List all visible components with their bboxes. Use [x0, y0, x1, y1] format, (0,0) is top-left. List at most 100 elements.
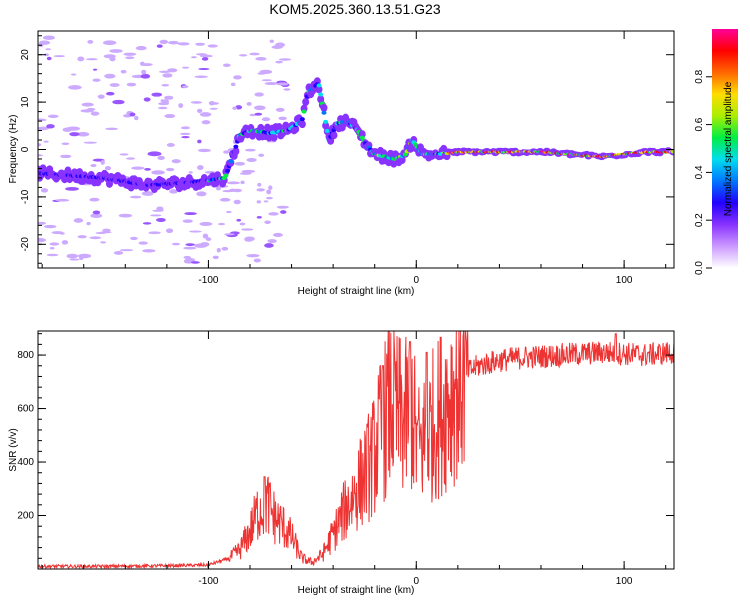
spectrogram-noise-patch	[134, 115, 139, 121]
snr-y-tick-label: 400	[17, 457, 34, 468]
spectrogram-noise-patch	[278, 116, 288, 121]
spectrogram-ridge-halo	[298, 120, 306, 129]
spectrogram-noise-patch	[249, 113, 257, 117]
spectrogram-noise-patch	[148, 231, 161, 235]
spectrogram-noise-patch	[164, 95, 174, 100]
spectrogram-noise-patch	[129, 195, 142, 199]
spectrogram-noise-patch	[241, 169, 256, 174]
spectrogram-noise-patch	[244, 148, 256, 152]
spectrogram-noise-patch	[65, 186, 79, 191]
spectrogram-noise-patch	[272, 232, 283, 238]
snr-x-tick-label: 0	[413, 576, 419, 587]
spectrogram-noise-patch	[104, 73, 116, 79]
spectrogram-noise-patch	[119, 153, 129, 156]
spectrogram-noise-patch	[103, 54, 116, 59]
spectrogram-noise-patch	[263, 200, 269, 203]
spectrogram-noise-patch	[254, 112, 263, 116]
spectrogram-noise-patch	[164, 114, 176, 119]
spectrogram-ridge-cell	[301, 109, 307, 114]
spectrogram-noise-patch	[38, 143, 42, 147]
spectrogram-noise-patch	[90, 111, 100, 116]
spectrogram-noise-patch	[255, 57, 267, 61]
spectrogram-noise-patch	[246, 102, 252, 106]
spectrogram-noise-patch	[131, 166, 145, 170]
spectrogram-noise-patch	[81, 102, 94, 107]
spectrogram-ridge-halo	[398, 156, 406, 165]
spectrogram-noise-patch	[165, 228, 174, 234]
spectrogram-noise-patch	[92, 68, 98, 71]
spectrogram-y-tick-label: -10	[20, 189, 31, 204]
spectrogram-noise-patch	[77, 253, 92, 259]
spectrogram-noise-patch	[267, 239, 277, 244]
spectrogram-noise-patch	[189, 230, 202, 233]
spectrogram-noise-patch	[209, 107, 218, 110]
spectrogram-noise-patch	[238, 54, 248, 57]
colorbar-gradient	[712, 29, 738, 268]
spectrogram-noise-patch	[218, 222, 226, 226]
spectrogram-noise-patch	[199, 112, 212, 117]
spectrogram-noise-patch	[142, 249, 156, 253]
spectrogram-noise-patch	[196, 108, 203, 114]
spectrogram-noise-patch	[226, 210, 232, 214]
spectrogram-noise-patch	[188, 171, 193, 174]
spectrogram-noise-patch	[38, 154, 43, 157]
spectrogram-noise-patch	[151, 170, 165, 175]
spectrogram-noise-patch	[51, 231, 64, 234]
spectrogram-noise-patch	[253, 258, 261, 263]
spectrogram-noise-patch	[40, 188, 49, 193]
spectrogram-y-tick-label: 10	[20, 96, 31, 108]
spectrogram-noise-patch	[38, 237, 46, 243]
spectrogram-noise-patch	[219, 197, 231, 202]
spectrogram-ridge-cell	[225, 168, 231, 173]
spectrogram-noise-patch	[241, 228, 254, 231]
spectrogram-x-tick-label: 100	[616, 275, 633, 286]
spectrogram-ridge-cell	[303, 101, 309, 106]
spectrogram-ridge-cell	[299, 117, 305, 122]
spectrogram-noise-patch	[232, 106, 238, 110]
spectrogram-noise-patch	[142, 222, 152, 225]
colorbar-tick-label: 0.2	[694, 213, 705, 227]
spectrogram-noise-patch	[118, 213, 133, 218]
spectrogram-noise-patch	[275, 107, 285, 112]
spectrogram-ridge-cell	[324, 128, 330, 133]
spectrogram-noise-patch	[194, 243, 208, 248]
spectrogram-noise-patch	[221, 246, 229, 251]
spectrogram-noise-patch	[181, 136, 190, 139]
spectrogram-noise-patch	[126, 157, 136, 160]
spectrogram-noise-patch	[120, 69, 127, 74]
spectrogram-noise-patch	[197, 139, 202, 144]
spectrogram-noise-patch	[196, 191, 207, 197]
spectrogram-noise-patch	[207, 44, 218, 48]
spectrogram-noise-patch	[77, 56, 85, 62]
spectrogram-noise-patch	[90, 163, 97, 168]
snr-xlabel: Height of straight line (km)	[298, 585, 415, 596]
spectrogram-y-tick-label: 0	[20, 146, 31, 152]
spectrogram-noise-patch	[169, 189, 178, 194]
snr-y-tick-label: 600	[17, 404, 34, 415]
spectrogram-noise-patch	[55, 198, 70, 202]
spectrogram-noise-patch	[233, 199, 241, 205]
spectrogram-noise-patch	[195, 42, 206, 46]
spectrogram-noise-patch	[66, 253, 79, 259]
spectrogram-noise-patch	[183, 246, 197, 250]
spectrogram-noise-patch	[194, 75, 208, 78]
spectrogram-noise-patch	[47, 114, 59, 118]
spectrogram-noise-patch	[46, 253, 59, 257]
spectrogram-noise-patch	[68, 85, 82, 90]
spectrogram-noise-patch	[179, 132, 191, 136]
spectrogram-noise-patch	[49, 242, 60, 246]
spectrogram-noise-patch	[123, 52, 137, 56]
spectrogram-noise-patch	[109, 49, 123, 53]
spectrogram-noise-patch	[264, 243, 274, 248]
spectrogram-background	[38, 31, 674, 268]
spectrogram-noise-patch	[130, 236, 138, 241]
spectrogram-ridge-cell	[402, 152, 408, 157]
spectrogram-noise-patch	[177, 42, 190, 46]
spectrogram-noise-patch	[280, 210, 287, 214]
snr-series-line	[37, 330, 675, 570]
spectrogram-noise-patch	[201, 57, 209, 61]
spectrogram-noise-patch	[60, 155, 71, 159]
spectrogram-noise-patch	[190, 101, 203, 104]
spectrogram-ridge-cell	[318, 92, 324, 97]
